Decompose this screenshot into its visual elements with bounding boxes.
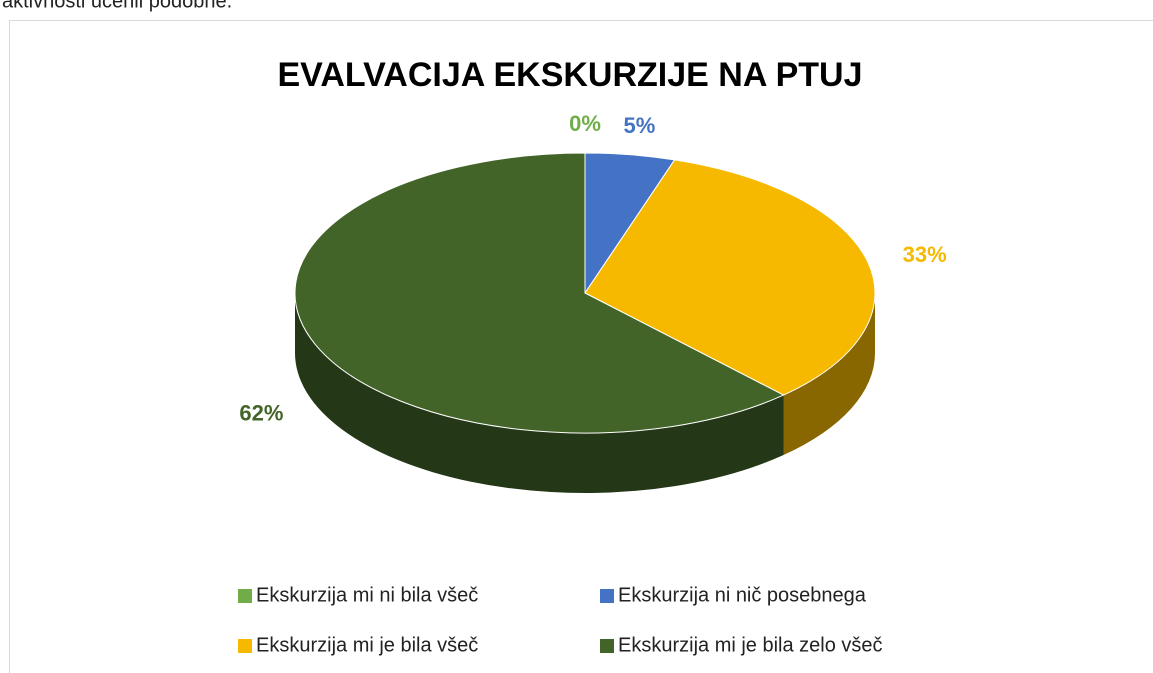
legend-swatch bbox=[600, 639, 614, 653]
legend-swatch bbox=[238, 639, 252, 653]
data-label: 33% bbox=[903, 242, 947, 267]
chart-title: EVALVACIJA EKSKURZIJE NA PTUJ bbox=[277, 56, 862, 94]
data-label: 0% bbox=[569, 111, 601, 136]
legend-label: Ekskurzija mi je bila zelo všeč bbox=[618, 634, 883, 656]
slice bbox=[294, 152, 785, 434]
legend-swatch bbox=[600, 589, 614, 603]
data-label: 5% bbox=[624, 113, 656, 138]
legend-swatch bbox=[238, 589, 252, 603]
header-text: aktivnosti učenli podobne. bbox=[2, 0, 232, 12]
legend-label: Ekskurzija mi ni bila všeč bbox=[256, 584, 478, 606]
pie-sides bbox=[295, 293, 875, 493]
legend-label: Ekskurzija mi je bila všeč bbox=[256, 634, 478, 656]
slice bbox=[584, 159, 876, 396]
legend-label: Ekskurzija ni nič posebnega bbox=[618, 584, 867, 606]
slice-side bbox=[295, 293, 784, 493]
slice-side bbox=[783, 293, 875, 456]
data-label: 62% bbox=[239, 401, 283, 426]
